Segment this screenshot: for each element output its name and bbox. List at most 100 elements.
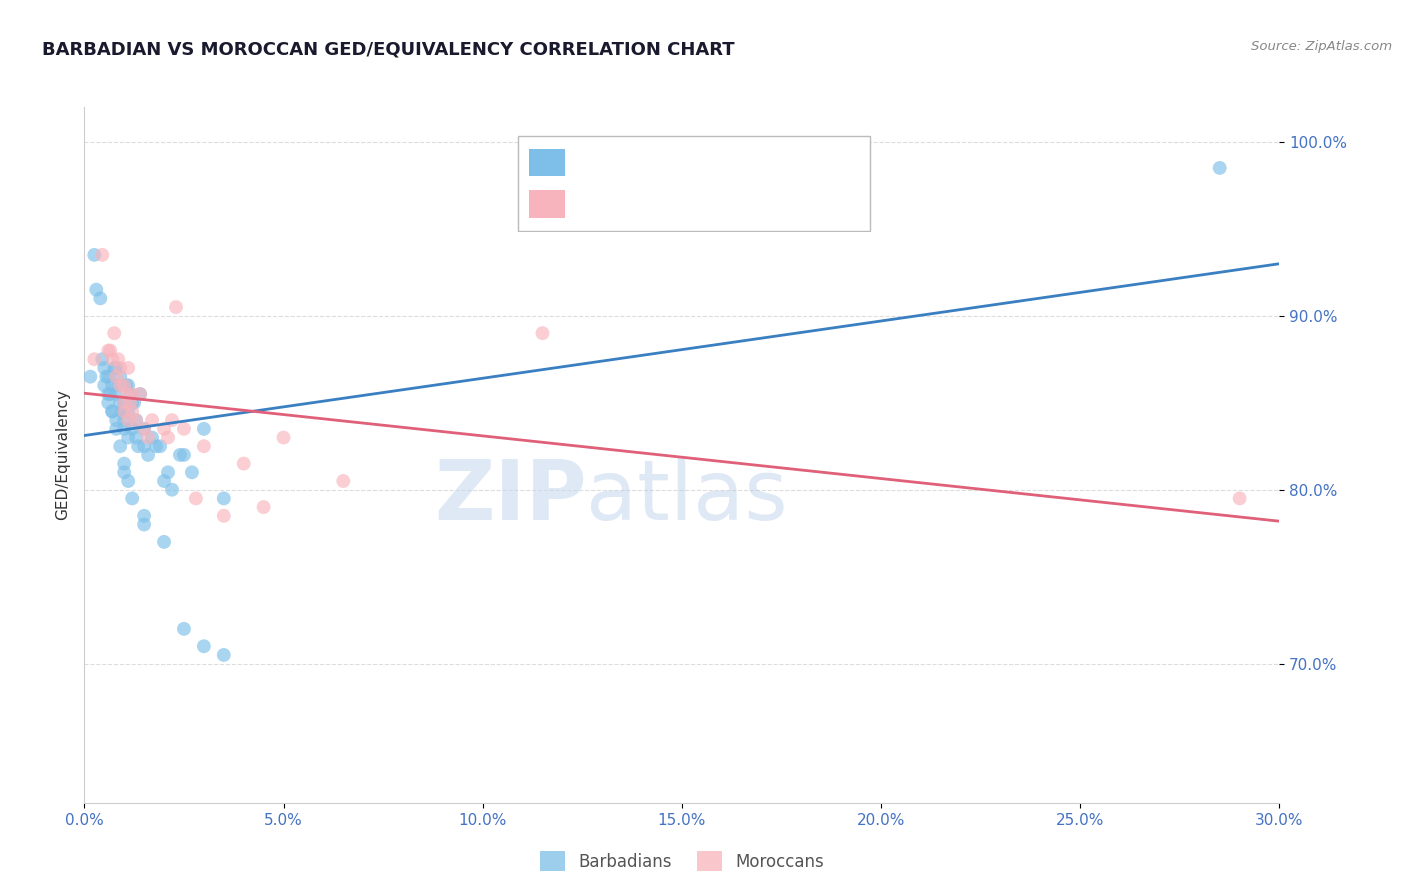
Point bbox=[105, 387, 128, 401]
Point bbox=[165, 300, 187, 314]
Point bbox=[193, 422, 215, 436]
Point bbox=[112, 465, 135, 479]
Point bbox=[121, 422, 143, 436]
Point bbox=[1208, 161, 1232, 175]
Point bbox=[97, 369, 120, 384]
Y-axis label: GED/Equivalency: GED/Equivalency bbox=[55, 390, 70, 520]
Point bbox=[112, 395, 135, 409]
Point bbox=[103, 360, 125, 375]
Point bbox=[120, 395, 142, 409]
Point bbox=[91, 248, 114, 262]
Point bbox=[120, 387, 142, 401]
Point bbox=[173, 422, 195, 436]
Point bbox=[212, 508, 235, 523]
Point bbox=[193, 439, 215, 453]
Point bbox=[136, 430, 159, 444]
Point bbox=[160, 413, 183, 427]
Point bbox=[105, 413, 128, 427]
Text: atlas: atlas bbox=[586, 456, 787, 537]
Point bbox=[531, 326, 554, 340]
Point bbox=[127, 439, 149, 453]
Text: ZIP: ZIP bbox=[434, 456, 586, 537]
Point bbox=[112, 395, 135, 409]
Point bbox=[253, 500, 276, 514]
Point bbox=[173, 622, 195, 636]
Point bbox=[103, 326, 125, 340]
Point bbox=[96, 369, 118, 384]
Point bbox=[112, 457, 135, 471]
Point bbox=[112, 422, 135, 436]
Point bbox=[273, 430, 295, 444]
Point bbox=[117, 378, 139, 392]
Point bbox=[110, 439, 132, 453]
Point bbox=[193, 639, 215, 653]
Point bbox=[91, 352, 114, 367]
Point bbox=[117, 404, 139, 418]
Point bbox=[132, 422, 156, 436]
Point bbox=[122, 395, 145, 409]
Point bbox=[153, 422, 176, 436]
Point bbox=[212, 648, 235, 662]
Point bbox=[157, 465, 180, 479]
Point bbox=[141, 430, 163, 444]
Point bbox=[129, 387, 152, 401]
Point bbox=[89, 291, 111, 305]
Point bbox=[115, 387, 138, 401]
Point bbox=[105, 360, 128, 375]
Point bbox=[121, 404, 143, 418]
Point bbox=[112, 404, 135, 418]
Point bbox=[125, 430, 148, 444]
Point bbox=[107, 352, 129, 367]
Point bbox=[153, 474, 176, 488]
Point bbox=[93, 360, 115, 375]
Point bbox=[105, 369, 128, 384]
Point bbox=[110, 378, 132, 392]
Point bbox=[149, 439, 172, 453]
Point bbox=[129, 387, 152, 401]
Point bbox=[83, 352, 105, 367]
Point bbox=[141, 413, 163, 427]
Point bbox=[79, 369, 101, 384]
Point bbox=[97, 343, 120, 358]
Point bbox=[101, 352, 124, 367]
Point bbox=[83, 248, 105, 262]
Point bbox=[132, 508, 156, 523]
Point bbox=[107, 378, 129, 392]
Point bbox=[98, 343, 121, 358]
Point bbox=[111, 404, 134, 418]
Point bbox=[110, 395, 132, 409]
Point bbox=[112, 378, 135, 392]
Point bbox=[97, 387, 120, 401]
Point bbox=[153, 534, 176, 549]
Point bbox=[145, 439, 167, 453]
Point bbox=[105, 422, 128, 436]
Point bbox=[101, 378, 124, 392]
Text: Source: ZipAtlas.com: Source: ZipAtlas.com bbox=[1251, 40, 1392, 54]
Point bbox=[93, 378, 115, 392]
Point bbox=[110, 369, 132, 384]
Point bbox=[1229, 491, 1251, 506]
Point bbox=[117, 430, 139, 444]
Point bbox=[117, 474, 139, 488]
Legend: Barbadians, Moroccans: Barbadians, Moroccans bbox=[533, 845, 831, 878]
Point bbox=[173, 448, 195, 462]
Point bbox=[112, 413, 135, 427]
Point bbox=[121, 491, 143, 506]
Point bbox=[157, 430, 180, 444]
Point bbox=[121, 395, 143, 409]
Point bbox=[160, 483, 183, 497]
Point bbox=[117, 360, 139, 375]
Point bbox=[101, 404, 124, 418]
Point bbox=[110, 360, 132, 375]
Point bbox=[125, 413, 148, 427]
Point bbox=[115, 378, 138, 392]
Point bbox=[97, 395, 120, 409]
Point bbox=[184, 491, 207, 506]
Point bbox=[101, 404, 124, 418]
Point bbox=[332, 474, 354, 488]
Point bbox=[132, 517, 156, 532]
Point bbox=[169, 448, 191, 462]
Point bbox=[84, 283, 107, 297]
Point bbox=[136, 448, 159, 462]
Point bbox=[232, 457, 254, 471]
